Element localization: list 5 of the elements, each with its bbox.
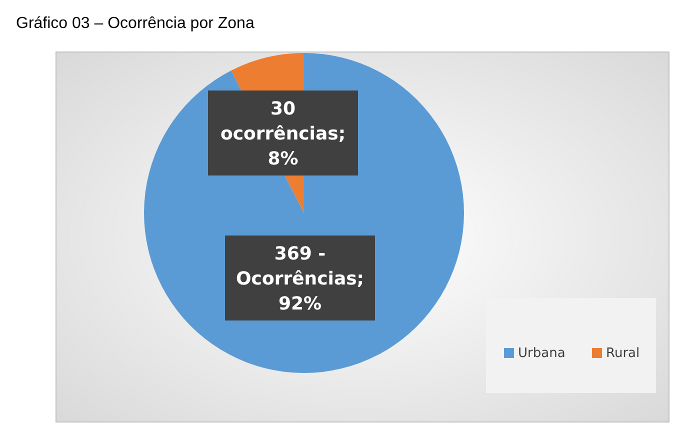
data-label: 30 ocorrências; 8% — [220, 98, 346, 170]
legend-label: Urbana — [518, 346, 566, 361]
legend-label: Rural — [606, 346, 640, 361]
chart-title: Gráfico 03 – Ocorrência por Zona — [16, 15, 254, 32]
data-label: 369 - Ocorrências; 92% — [236, 243, 364, 314]
